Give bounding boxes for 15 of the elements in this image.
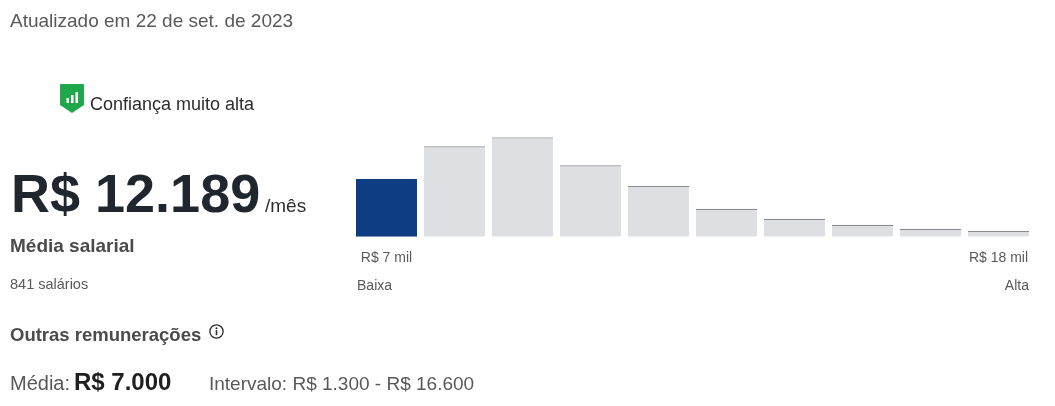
text: Média: — [10, 372, 71, 395]
text: R$ 7.000 — [74, 367, 172, 395]
text: R$ 12.189 — [11, 162, 261, 223]
text: /mês — [265, 194, 307, 216]
text: Baixa — [357, 277, 393, 293]
text: Alta — [1004, 277, 1030, 293]
text: Outras remunerações — [10, 324, 202, 346]
text: Confiança muito alta — [90, 93, 255, 114]
text: Atualizado em 22 de set. de 2023 — [10, 9, 294, 31]
text: 841 salários — [10, 275, 89, 292]
x-tick-label: R$ 7 mil — [360, 248, 413, 265]
text: Média salarial — [10, 234, 135, 256]
x-tick-label: R$ 18 mil — [968, 248, 1029, 265]
bar — [356, 179, 417, 237]
text: Intervalo: R$ 1.300 - R$ 16.600 — [209, 372, 475, 394]
